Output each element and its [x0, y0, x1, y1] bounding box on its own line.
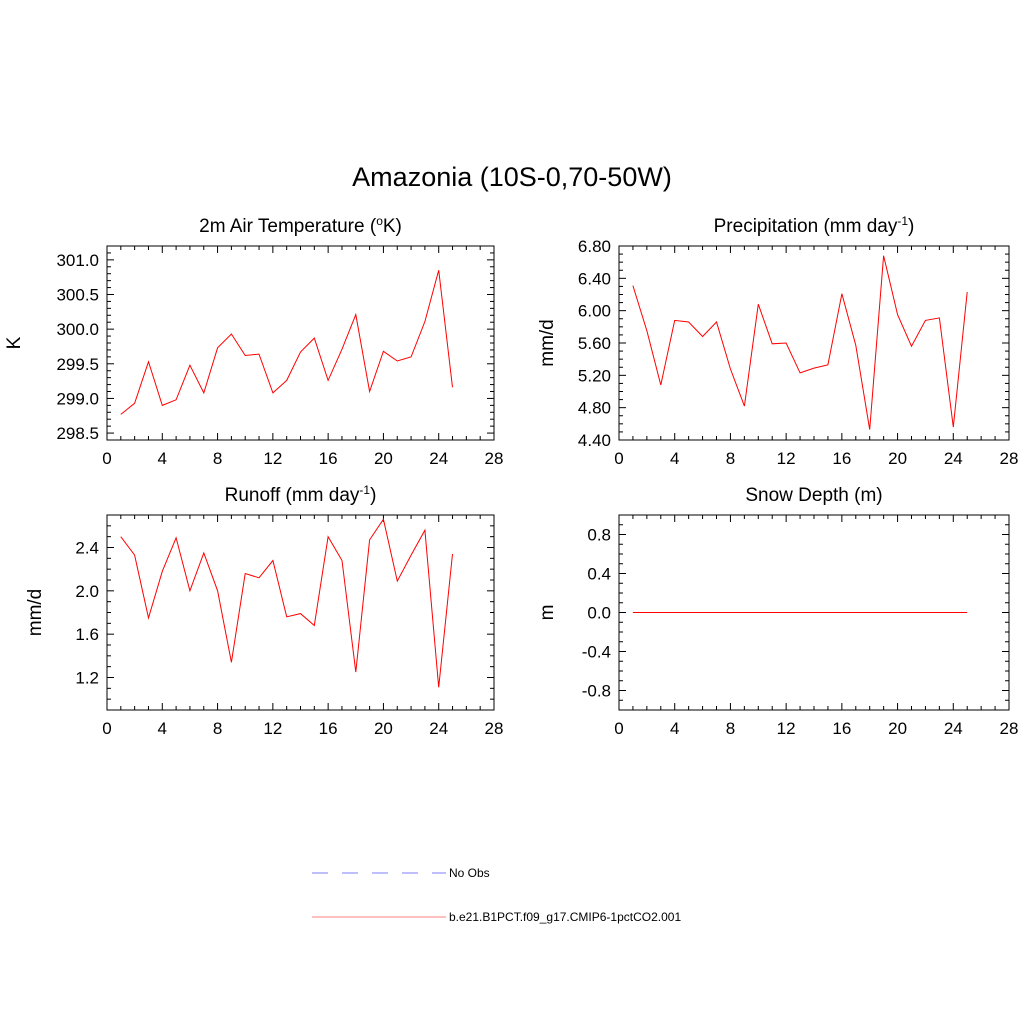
- panel-title: Snow Depth (m): [745, 485, 882, 506]
- x-tick-label: 28: [485, 449, 504, 468]
- series-line: [120, 518, 453, 688]
- x-tick-label: 16: [319, 719, 338, 738]
- x-tick-label: 4: [158, 719, 167, 738]
- x-tick-label: 4: [670, 449, 679, 468]
- x-tick-label: 4: [670, 719, 679, 738]
- y-tick-label: 2.0: [75, 582, 99, 601]
- x-tick-label: 4: [158, 449, 167, 468]
- x-tick-label: 16: [832, 449, 851, 468]
- y-tick-label: 0.0: [587, 604, 611, 623]
- y-tick-label: 300.5: [56, 286, 99, 305]
- y-axis-label: mm/d: [25, 589, 46, 637]
- panel-title: 2m Air Temperature (oK): [199, 214, 402, 237]
- plot-frame: [106, 245, 495, 441]
- x-tick-label: 28: [485, 719, 504, 738]
- y-tick-label: 0.8: [587, 526, 611, 545]
- x-tick-label: 20: [374, 449, 393, 468]
- x-tick-label: 8: [213, 719, 222, 738]
- x-tick-label: 0: [614, 719, 623, 738]
- x-tick-label: 16: [319, 449, 338, 468]
- legend-label-obs: No Obs: [449, 866, 490, 880]
- y-tick-label: 6.40: [578, 269, 611, 288]
- y-tick-label: 0.4: [587, 565, 611, 584]
- x-tick-label: 8: [213, 449, 222, 468]
- y-tick-label: 5.60: [578, 334, 611, 353]
- x-tick-label: 20: [888, 719, 907, 738]
- plot-frame: [618, 245, 1010, 441]
- x-tick-label: 24: [429, 449, 448, 468]
- y-tick-label: 5.20: [578, 366, 611, 385]
- y-tick-label: 301.0: [56, 251, 99, 270]
- x-tick-label: 0: [102, 719, 111, 738]
- x-tick-label: 8: [726, 449, 735, 468]
- y-tick-label: 6.80: [578, 237, 611, 256]
- x-tick-label: 8: [726, 719, 735, 738]
- panel-2: 0 4 8 12 16 20 24 28 4.40 4.80 5.20 5.60 6.00 6.40 6.8…: [537, 214, 1018, 468]
- x-tick-label: 28: [1000, 449, 1019, 468]
- y-tick-label: 300.0: [56, 320, 99, 339]
- plot-frame: [106, 514, 495, 711]
- y-tick-label: 4.40: [578, 431, 611, 450]
- x-tick-label: 24: [944, 449, 963, 468]
- x-tick-label: 16: [832, 719, 851, 738]
- y-tick-label: -0.8: [582, 682, 611, 701]
- y-tick-label: 298.5: [56, 424, 99, 443]
- x-tick-label: 12: [263, 719, 282, 738]
- x-tick-label: 12: [777, 719, 796, 738]
- x-tick-label: 0: [102, 449, 111, 468]
- legend: [312, 872, 446, 918]
- y-axis-label: mm/d: [537, 319, 558, 367]
- x-tick-label: 24: [944, 719, 963, 738]
- x-tick-label: 20: [888, 449, 907, 468]
- y-tick-label: 6.00: [578, 302, 611, 321]
- y-tick-label: 1.2: [75, 669, 99, 688]
- y-tick-label: 299.0: [56, 389, 99, 408]
- panel-1: 0 4 8 12 16 20 24 28 298.5 299.0 299.5 300.0 300.5 30…: [4, 214, 503, 468]
- y-axis-label: K: [4, 336, 25, 349]
- panel-4: 0 4 8 12 16 20 24 28 -0.8 -0.4 0.0 0.4 0.8 m Snow Dept…: [537, 485, 1018, 738]
- x-tick-label: 12: [263, 449, 282, 468]
- y-tick-label: 1.6: [75, 625, 99, 644]
- panel-title: Runoff (mm day-1): [225, 483, 377, 506]
- x-tick-label: 24: [429, 719, 448, 738]
- series-line: [120, 270, 453, 415]
- y-tick-label: 299.5: [56, 355, 99, 374]
- x-tick-label: 20: [374, 719, 393, 738]
- panel-3: 0 4 8 12 16 20 24 28 1.2 1.6 2.0 2.4 mm/d Runoff (mm …: [25, 483, 503, 738]
- y-axis-label: m: [537, 605, 558, 621]
- series-line: [632, 255, 968, 430]
- y-tick-label: 2.4: [75, 539, 99, 558]
- x-tick-label: 28: [1000, 719, 1019, 738]
- y-tick-label: -0.4: [582, 643, 611, 662]
- x-tick-label: 12: [777, 449, 796, 468]
- legend-label-model: b.e21.B1PCT.f09_g17.CMIP6-1pctCO2.001: [449, 910, 682, 924]
- x-tick-label: 0: [614, 449, 623, 468]
- y-tick-label: 4.80: [578, 399, 611, 418]
- figure-title: Amazonia (10S-0,70-50W): [352, 162, 672, 192]
- panel-title: Precipitation (mm day-1): [714, 214, 915, 237]
